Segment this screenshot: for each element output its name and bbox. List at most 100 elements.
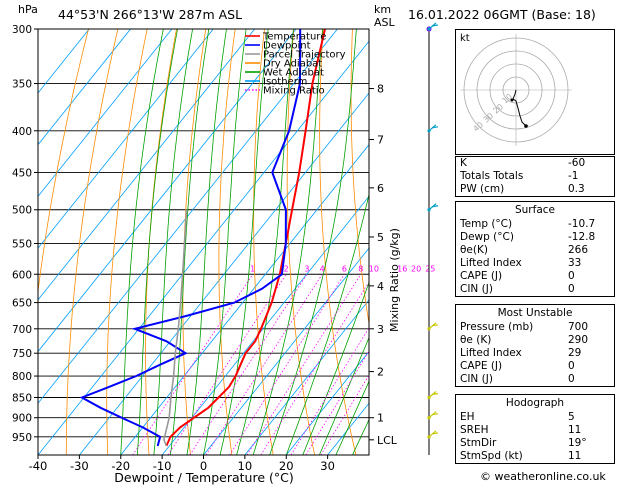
hodo-row-stmspd: StmSpd (kt) 11 [460,450,582,462]
x-tick-label-20: 20 [279,459,294,473]
mixing-ratio-label-3: 3 [304,264,309,273]
y-tick-label-650: 650 [12,298,32,310]
y-tick-label-600: 600 [12,269,32,281]
wind-barb-flag-500 [431,205,439,208]
isotherm--100 [38,29,131,146]
x-tick-label-30: 30 [320,459,335,473]
legend-label-1: Dewpoint [263,41,311,52]
wind-dot-300 [427,27,431,31]
mixing-ratio-line-3 [189,274,308,455]
index-row-totals: Totals Totals -1 [460,170,579,182]
hodograph-ring-label-30: 30 [482,111,496,124]
x-axis-label: Dewpoint / Temperature (°C) [114,470,293,485]
hodo-row-sreh: SREH 11 [460,424,582,436]
mixing-ratio-label-4: 4 [320,264,325,273]
surface-row-temp: Temp (°C) -10.7 [460,218,596,230]
isotherm--30 [79,92,369,455]
wet-adiabat--20 [120,29,164,455]
surface-row-cape: CAPE (J) 0 [460,270,575,282]
y-tick-label-850: 850 [12,392,32,404]
wet-adiabat-28 [319,336,369,455]
dry-adiabat-260 [145,29,177,455]
mixing-ratio-label-8: 8 [358,264,363,273]
copyright-link[interactable]: © weatheronline.co.uk [480,470,606,483]
surface-row-thetae: θe(K) 266 [460,244,589,256]
km-tick-label-3: 3 [377,323,384,336]
isotherm--40 [38,40,369,455]
index-row-k: K -60 [460,157,586,169]
hodograph-panel: kt 10 20 30 40 [455,29,615,155]
y-tick-label-700: 700 [12,324,32,336]
x-tick-label-0: 0 [200,459,207,473]
mixing-ratio-line-4 [205,274,323,455]
y-tick-label-900: 900 [12,413,32,425]
legend-label-2: Parcel Trajectory [263,50,346,61]
indices-table: K -60 Totals Totals -1 PW (cm) 0.3 [455,156,615,197]
km-tick-label-5: 5 [377,231,384,244]
y-tick-label-400: 400 [12,126,32,138]
isotherm-10 [244,299,369,455]
y-tick-label-500: 500 [12,205,32,217]
mu-row-li: Lifted Index 29 [460,347,582,359]
isotherm--10 [161,195,369,455]
mixing-ratio-label-16: 16 [397,264,407,273]
mixing-ratio-axis-label: Mixing Ratio (g/kg) [388,228,401,332]
km-tick-label-6: 6 [377,182,384,195]
mixing-ratio-label-10: 10 [369,264,379,273]
mixing-ratio-line-8 [246,274,362,455]
hodograph-svg: kt 10 20 30 40 [460,33,572,146]
wind-barb-flag-850 [431,392,439,396]
mixing-ratio-label-25: 25 [425,264,435,273]
wind-dot-700 [427,327,431,331]
mu-row-cin: CIN (J) 0 [460,373,575,385]
mu-row-cape: CAPE (J) 0 [460,360,575,372]
wet-adiabat--12 [153,29,193,455]
mu-row-pressure: Pressure (mb) 700 [460,321,589,333]
wet-adiabat--16 [136,29,178,455]
wind-dot-400 [427,129,431,133]
y-tick-label-550: 550 [12,238,32,250]
wet-adiabat-4 [219,29,269,455]
hodograph-ring-label-40: 40 [472,120,486,133]
dry-adiabat-270 [182,29,207,455]
series-line-dewpoint [79,29,302,447]
dry-adiabat-280 [218,29,236,455]
mu-row-thetae: θe (K) 290 [460,334,589,346]
dry-adiabat-310 [319,29,357,455]
isotherm--70 [38,29,255,301]
wind-barb-flag-400 [431,126,439,129]
surface-row-li: Lifted Index 33 [460,257,582,269]
mixing-ratio-label-6: 6 [342,264,347,273]
location-title: 44°53'N 266°13'W 287m ASL [58,7,242,22]
y-tick-label-350: 350 [12,79,32,91]
most-unstable-table: Most Unstable Pressure (mb) 700 θe (K) 290… [455,304,615,387]
wet-adiabat-20 [285,192,369,455]
km-tick-label-2: 2 [377,366,384,379]
asl-label: ASL [374,16,396,29]
hodograph-trace [512,89,527,127]
mixing-ratio-line-6 [229,274,345,455]
series-line-parcel-trajectory [163,209,188,447]
x-tick-label--20: -20 [111,459,130,473]
x-tick-label--40: -40 [29,459,48,473]
isotherm--60 [38,29,297,353]
wind-dot-850 [427,395,431,400]
surface-table: Surface Temp (°C) -10.7 Dewp (°C) -12.8 θe… [455,201,615,297]
wet-adiabat-24 [302,281,369,455]
legend-label-0: Temperature [262,32,326,43]
x-tick-label--10: -10 [153,459,172,473]
dry-adiabat-230 [38,29,89,295]
wet-adiabat--8 [170,29,210,455]
series-line-temperature [165,29,326,447]
wind-barb-flag-950 [431,432,439,435]
legend-label-3: Dry Adiabat [263,59,322,70]
wet-adiabat-16 [269,29,357,455]
mixing-ratio-label-20: 20 [411,264,421,273]
dry-adiabat-410 [616,29,629,455]
mixing-ratio-label-1: 1 [250,264,255,273]
wet-adiabat-12 [252,29,323,455]
wind-barb-flag-300 [431,24,439,27]
hodograph-storm-motion [510,98,514,102]
mixing-ratio-line-2 [167,274,287,455]
